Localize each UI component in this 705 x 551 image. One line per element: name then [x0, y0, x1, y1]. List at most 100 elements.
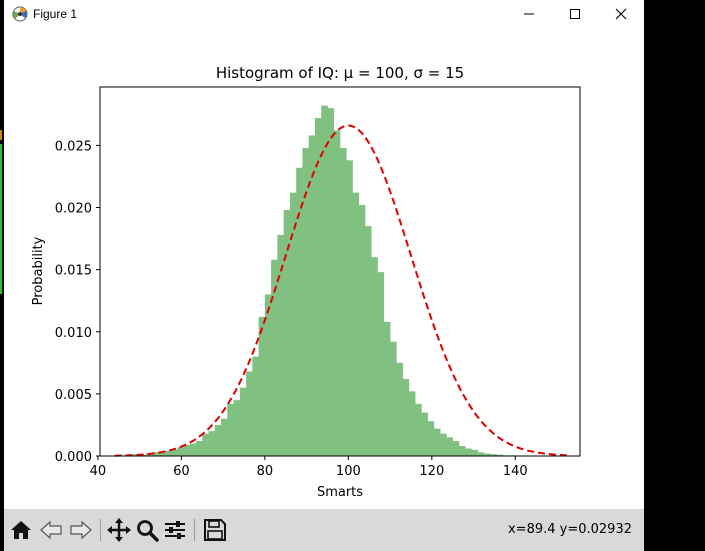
- histogram-bar: [446, 437, 453, 456]
- histogram-bar: [183, 444, 191, 456]
- histogram-bar: [221, 418, 228, 456]
- maximize-button[interactable]: [552, 0, 598, 28]
- cursor-coordinates: x=89.4 y=0.02932: [507, 522, 632, 537]
- save-button[interactable]: [202, 517, 228, 543]
- histogram-bar: [346, 160, 353, 457]
- y-tick-label: 0.015: [55, 264, 92, 279]
- histogram-bar: [296, 167, 303, 456]
- histogram-bar: [152, 452, 159, 456]
- x-tick-label: 140: [503, 464, 528, 479]
- histogram-bar: [383, 321, 391, 456]
- back-button[interactable]: [38, 517, 64, 543]
- histogram-bar: [471, 449, 479, 456]
- histogram-bar: [427, 421, 435, 456]
- histogram-bar: [433, 428, 441, 456]
- histogram-bar: [490, 454, 497, 456]
- histogram-bar: [202, 433, 209, 456]
- histogram-bar: [271, 259, 278, 456]
- matplotlib-app-icon: [11, 5, 29, 23]
- x-tick-label: 100: [336, 464, 361, 479]
- figure-canvas[interactable]: 40 60 80 100 120 140 0.000 0.005 0.010 0.015 0.02…: [4, 28, 644, 509]
- histogram-bar: [365, 226, 372, 456]
- close-icon: [615, 8, 627, 20]
- histogram-bar: [371, 257, 378, 456]
- histogram-bar: [477, 452, 485, 456]
- minimize-icon: [524, 13, 534, 15]
- histogram-bar: [408, 391, 416, 456]
- background-terminal-strip: [0, 130, 2, 294]
- move-icon: [107, 518, 131, 542]
- y-tick-label: 0.010: [55, 326, 92, 341]
- histogram-bar: [352, 192, 360, 457]
- histogram-bar: [177, 447, 184, 456]
- histogram-bar: [484, 453, 491, 456]
- histogram-bar: [452, 441, 460, 456]
- navigation-toolbar: x=89.4 y=0.02932: [4, 509, 644, 551]
- histogram-bar: [333, 130, 341, 456]
- histogram-bar: [465, 448, 472, 456]
- histogram-bar: [415, 403, 422, 456]
- histogram-bar: [402, 378, 410, 456]
- home-icon: [11, 521, 31, 539]
- forward-arrow-icon: [70, 520, 92, 540]
- histogram-bars: [114, 105, 566, 457]
- plot-frame: [99, 86, 581, 457]
- histogram-bar: [396, 362, 403, 456]
- histogram-bar: [233, 400, 241, 456]
- forward-button[interactable]: [68, 517, 94, 543]
- pan-button[interactable]: [106, 517, 132, 543]
- y-axis-label: Probability: [31, 236, 46, 305]
- close-button[interactable]: [598, 0, 644, 28]
- x-tick-label: 120: [419, 464, 444, 479]
- histogram-bar: [189, 443, 197, 456]
- zoom-button[interactable]: [134, 517, 160, 543]
- histogram-bar: [277, 234, 284, 456]
- histogram-bar: [458, 446, 466, 456]
- maximize-icon: [570, 9, 580, 19]
- histogram-bar: [196, 441, 203, 456]
- histogram-bar: [314, 118, 322, 456]
- x-axis-label: Smarts: [317, 485, 363, 500]
- histogram-bar: [239, 387, 247, 456]
- home-button[interactable]: [8, 517, 34, 543]
- y-tick-label: 0.025: [55, 139, 92, 154]
- histogram-bar: [327, 108, 335, 457]
- minimize-button[interactable]: [506, 0, 552, 28]
- histogram-bar: [258, 316, 266, 456]
- histogram-bar: [340, 147, 347, 456]
- histogram-bar: [308, 135, 316, 456]
- back-arrow-icon: [40, 520, 62, 540]
- figure-window: Figure 1 40 60 80 100 120 140 0.000 0.005 0.010…: [4, 0, 644, 551]
- normal-pdf-curve: [114, 124, 570, 457]
- title-bar[interactable]: Figure 1: [4, 0, 644, 28]
- magnifier-icon: [137, 520, 159, 542]
- histogram-bar: [214, 424, 222, 456]
- configure-subplots-button[interactable]: [162, 517, 188, 543]
- histogram-bar: [358, 205, 366, 456]
- histogram-bar: [390, 341, 397, 456]
- histogram-bar: [289, 192, 297, 457]
- x-tick-label: 60: [173, 464, 190, 479]
- histogram-bar: [421, 412, 428, 456]
- histogram-bar: [264, 294, 272, 456]
- histogram-bar: [321, 105, 328, 456]
- histogram-bar: [208, 431, 216, 456]
- y-tick-label: 0.000: [55, 450, 92, 465]
- histogram-bar: [170, 449, 178, 456]
- window-title: Figure 1: [33, 7, 78, 21]
- toolbar-separator: [100, 519, 101, 541]
- chart-title: Histogram of IQ: μ = 100, σ = 15: [216, 64, 464, 82]
- x-tick-label: 80: [257, 464, 274, 479]
- histogram-bar: [164, 451, 172, 456]
- floppy-disk-icon: [204, 519, 226, 541]
- y-tick-label: 0.020: [55, 202, 92, 217]
- histogram-bar: [252, 356, 259, 456]
- y-tick-label: 0.005: [55, 388, 92, 403]
- sliders-icon: [165, 521, 185, 539]
- x-tick-label: 40: [90, 464, 107, 479]
- y-axis-ticks: 0.000 0.005 0.010 0.015 0.020 0.025: [55, 139, 100, 465]
- histogram-bar: [283, 210, 291, 456]
- x-axis-ticks: 40 60 80 100 120 140: [90, 456, 528, 479]
- histogram-bar: [377, 272, 385, 456]
- histogram-bar: [302, 147, 309, 456]
